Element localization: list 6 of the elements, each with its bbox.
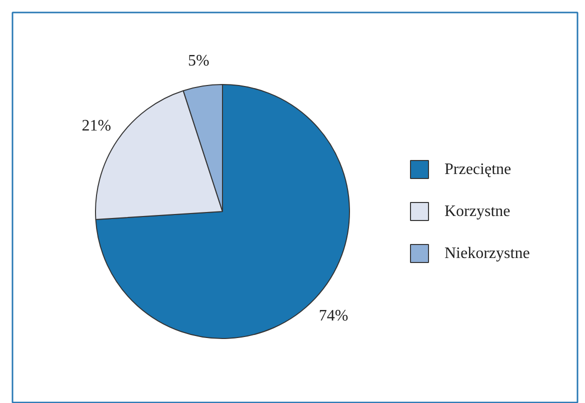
data-label: 5%	[188, 52, 210, 70]
data-label: 74%	[318, 307, 348, 324]
legend-label: Niekorzystne	[444, 245, 530, 262]
legend-label: Korzystne	[444, 203, 510, 220]
legend-label: Przeciętne	[444, 161, 512, 178]
data-label: 21%	[82, 117, 112, 134]
